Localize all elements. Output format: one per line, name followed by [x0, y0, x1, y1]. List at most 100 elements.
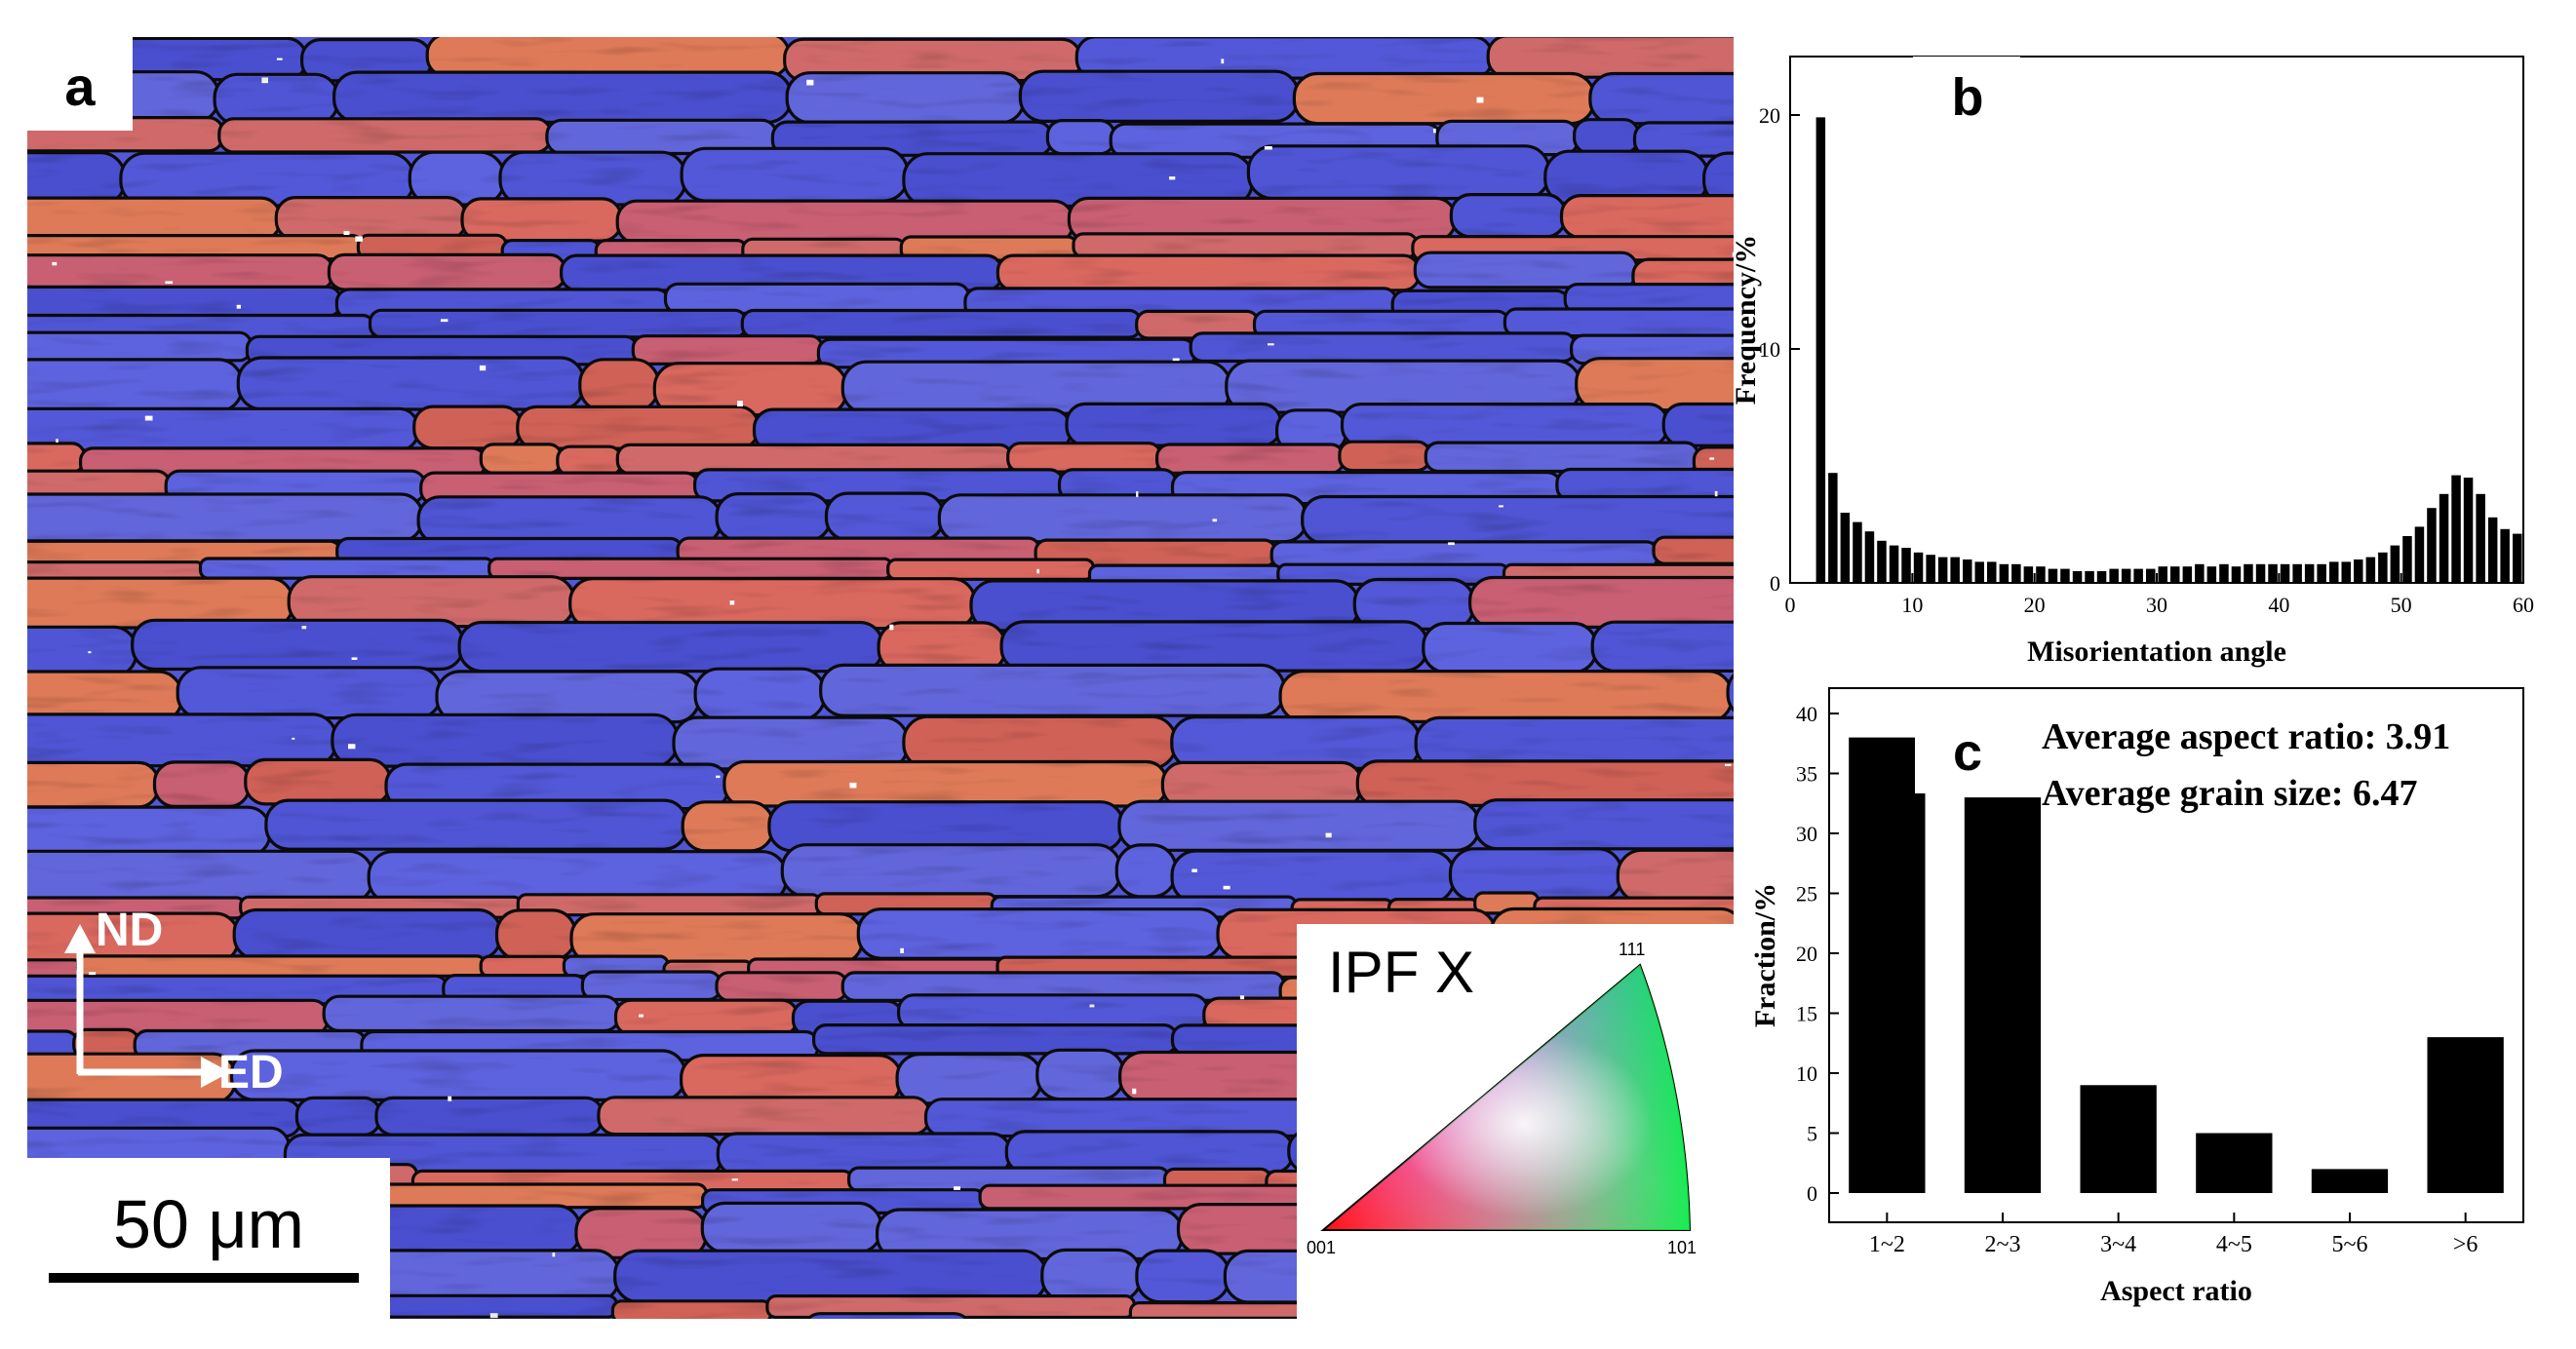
histogram-bar [2365, 557, 2376, 583]
histogram-bar [2390, 545, 2400, 583]
aspect-ratio-bar [2196, 1133, 2273, 1193]
ipf-corner-111: 111 [1619, 940, 1645, 959]
axis-nd-label: ND [96, 905, 163, 956]
histogram-bar [2451, 475, 2461, 583]
y-tick-label: 15 [1796, 1002, 1817, 1026]
histogram-bar [2096, 571, 2107, 583]
histogram-bar [1974, 561, 1984, 583]
histogram-bar [2219, 563, 2229, 583]
y-tick-label: 25 [1796, 882, 1817, 906]
histogram-bar [2268, 563, 2278, 583]
aspect-ratio-bar [2080, 1085, 2157, 1193]
panel-b-xlabel: Misorientation angle [2027, 636, 2286, 668]
histogram-bar [2182, 566, 2193, 583]
histogram-bar [2121, 568, 2131, 583]
histogram-bar [2231, 566, 2242, 583]
histogram-bar [1987, 561, 1997, 583]
aspect-ratio-bar [2311, 1169, 2389, 1193]
scale-bar-label: 50 μm [113, 1186, 304, 1262]
histogram-bar [1828, 473, 1838, 583]
panel-c-bars [1849, 737, 2504, 1193]
histogram-bar [1864, 531, 1875, 583]
y-tick-label: 20 [1796, 942, 1817, 966]
x-tick-label: 2~3 [1985, 1232, 2021, 1257]
histogram-bar [2036, 566, 2046, 583]
x-tick-label: 1~2 [1869, 1232, 1905, 1257]
panel-c-label-box [1915, 704, 2018, 793]
histogram-bar [1889, 545, 1899, 583]
y-tick-label: 20 [1759, 103, 1780, 128]
x-tick-label: 30 [2146, 593, 2167, 617]
histogram-bar [2133, 568, 2143, 583]
histogram-bar [2414, 526, 2425, 583]
histogram-bar [2060, 568, 2070, 583]
histogram-bar [1950, 557, 1960, 583]
histogram-bar [2476, 493, 2485, 583]
aspect-ratio-bar [1964, 797, 2042, 1193]
histogram-bar [2048, 568, 2058, 583]
aspect-ratio-bar [2427, 1037, 2504, 1193]
grain [1405, 1314, 1734, 1319]
panel-a-ebsd-map: a ND ED 50 μm IPF X 111 001 101 [27, 37, 1734, 1349]
histogram-bar [2427, 508, 2437, 583]
panel-c-label: c [1953, 723, 1982, 782]
panel-c-chart: 1~2 2~3 3~4 4~5 5~6 >6 0 5 10 15 20 25 30 35 40 c Aver… [1749, 687, 2524, 1307]
histogram-bar [1853, 521, 1862, 583]
scale-bar [49, 1273, 359, 1283]
histogram-bar [2158, 566, 2167, 583]
y-tick-label: 10 [1796, 1061, 1817, 1086]
panel-c-axes: 1~2 2~3 3~4 4~5 5~6 >6 0 5 10 15 20 25 30 35 40 [1796, 702, 2478, 1257]
histogram-bar [2085, 571, 2094, 583]
y-tick-label: 5 [1807, 1122, 1817, 1146]
histogram-bar [2244, 563, 2253, 583]
panel-c-ylabel: Fraction/% [1749, 883, 1781, 1027]
y-tick-label: 35 [1796, 762, 1817, 787]
x-tick-label: 20 [2024, 593, 2046, 617]
grain [388, 1321, 808, 1349]
panel-b-axes: 0 10 20 30 40 50 60 0 10 20 [1759, 103, 2534, 617]
ipf-corner-101: 101 [1667, 1238, 1697, 1257]
x-tick-label: 10 [1901, 593, 1923, 617]
histogram-bar [2439, 493, 2449, 583]
panel-b-bars [1815, 117, 2522, 584]
panel-c-annotation-size: Average grain size: 6.47 [2042, 773, 2418, 814]
ipf-triangle-white [1323, 965, 1690, 1230]
histogram-bar [2329, 561, 2339, 583]
histogram-bar [2011, 563, 2021, 583]
histogram-bar [2146, 568, 2156, 583]
ipf-key-title: IPF X [1328, 940, 1474, 1005]
histogram-bar [2500, 528, 2510, 583]
grain [975, 1316, 1396, 1319]
histogram-bar [2513, 533, 2522, 583]
histogram-bar [2023, 566, 2034, 583]
grain [1714, 1248, 1734, 1301]
histogram-bar [2341, 561, 2351, 583]
panel-b-plot-frame [1789, 56, 2524, 584]
histogram-bar [1963, 559, 1972, 583]
aspect-ratio-bar [1849, 737, 1926, 1193]
x-tick-label: 5~6 [2332, 1232, 2368, 1257]
histogram-bar [1926, 555, 1935, 583]
histogram-bar [2109, 568, 2119, 583]
panel-b-label-box [1913, 57, 2020, 142]
grain [805, 1312, 969, 1319]
y-tick-label: 30 [1796, 822, 1817, 846]
histogram-bar [1999, 563, 2010, 583]
histogram-bar [2463, 478, 2474, 583]
panel-b-ylabel: Frequency/% [1730, 235, 1762, 405]
x-tick-label: 3~4 [2100, 1232, 2136, 1257]
histogram-bar [1937, 557, 1948, 583]
histogram-bar [2195, 563, 2205, 583]
axis-ed-label: ED [218, 1047, 284, 1098]
histogram-bar [2280, 563, 2290, 583]
x-tick-label: 50 [2391, 593, 2412, 617]
histogram-bar [1840, 513, 1851, 583]
histogram-bar [2292, 563, 2302, 583]
histogram-bar [2304, 563, 2315, 583]
histogram-bar [2072, 571, 2083, 583]
histogram-bar [2378, 552, 2388, 583]
x-tick-label: >6 [2453, 1232, 2478, 1257]
panel-c-xlabel: Aspect ratio [2100, 1275, 2252, 1307]
histogram-bar [2317, 563, 2326, 583]
